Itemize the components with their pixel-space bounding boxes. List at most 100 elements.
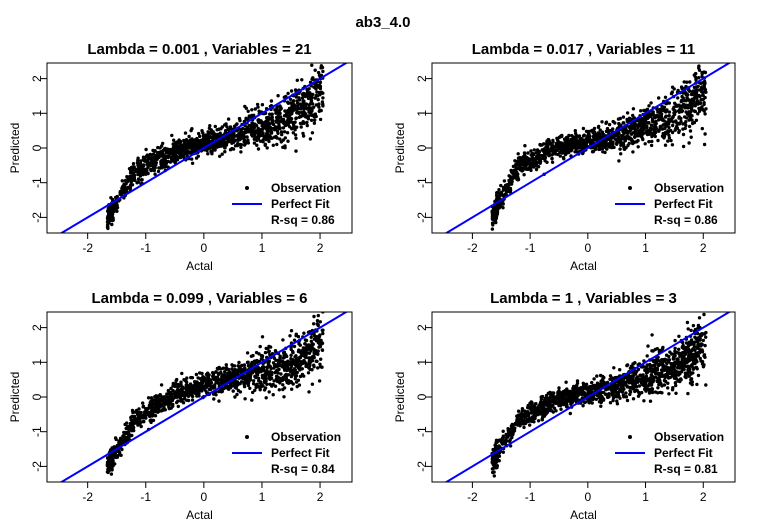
observation-points: [105, 312, 325, 476]
observation-point: [516, 160, 520, 164]
observation-point: [275, 115, 279, 120]
observation-point: [573, 139, 577, 143]
observation-point: [293, 355, 297, 359]
observation-point: [501, 185, 506, 190]
observation-point: [150, 408, 154, 413]
observation-point: [502, 179, 507, 183]
observation-point: [530, 156, 534, 160]
observation-point: [692, 85, 697, 90]
observation-point: [702, 142, 707, 147]
observation-point: [184, 150, 188, 155]
observation-point: [684, 103, 688, 107]
observation-point: [230, 367, 234, 371]
observation-point: [195, 380, 199, 384]
observation-point: [155, 157, 159, 161]
observation-point: [671, 123, 675, 128]
observation-point: [187, 134, 191, 139]
observation-point: [251, 390, 255, 395]
observation-point: [608, 129, 612, 133]
observation-point: [615, 402, 620, 406]
observation-point: [162, 159, 166, 164]
observation-point: [132, 414, 137, 419]
observation-point: [315, 319, 320, 323]
observation-point: [535, 148, 540, 152]
observation-point: [215, 128, 219, 132]
observation-point: [149, 414, 153, 418]
observation-point: [504, 187, 508, 191]
observation-point: [575, 381, 580, 385]
observation-point: [156, 169, 161, 174]
observation-point: [694, 78, 698, 82]
observation-point: [312, 105, 316, 109]
observation-point: [498, 203, 503, 207]
observation-point: [501, 450, 505, 454]
observation-point: [270, 112, 274, 117]
observation-point: [282, 130, 287, 134]
observation-point: [307, 110, 311, 114]
observation-point: [250, 128, 255, 132]
observation-point: [663, 95, 668, 100]
observation-point: [700, 126, 704, 131]
observation-point: [220, 125, 224, 129]
observation-point: [139, 159, 143, 163]
observation-point: [532, 160, 536, 165]
observation-point: [637, 133, 641, 138]
observation-point: [119, 453, 123, 457]
observation-point: [528, 423, 532, 427]
observation-point: [298, 368, 302, 372]
observation-point: [540, 418, 544, 422]
observation-point: [676, 109, 681, 113]
observation-point: [688, 115, 693, 120]
observation-point: [280, 132, 284, 137]
observation-point: [320, 328, 324, 332]
observation-point: [667, 125, 671, 130]
observation-point: [547, 140, 552, 144]
observation-point: [175, 377, 179, 382]
observation-point: [318, 117, 323, 122]
observation-point: [319, 357, 323, 361]
observation-point: [591, 149, 595, 154]
observation-point: [110, 222, 114, 227]
observation-point: [658, 124, 663, 129]
observation-point: [179, 154, 183, 158]
x-axis-label: Actal: [186, 259, 213, 273]
observation-point: [220, 389, 224, 394]
observation-point: [146, 159, 150, 163]
observation-point: [666, 381, 670, 385]
observation-point: [246, 383, 251, 388]
observation-point: [551, 410, 555, 414]
observation-point: [163, 408, 167, 412]
observation-point: [226, 371, 230, 375]
panel-title: Lambda = 0.099 , Variables = 6: [92, 290, 308, 307]
observation-point: [618, 147, 622, 151]
observation-point: [142, 415, 146, 420]
observation-point: [290, 104, 294, 109]
observation-point: [143, 158, 147, 163]
observation-point: [301, 134, 306, 138]
observation-point: [133, 420, 137, 425]
observation-points: [490, 312, 708, 478]
observation-point: [660, 127, 665, 131]
observation-point: [108, 210, 112, 214]
observation-point: [288, 117, 293, 121]
x-tick-label: 2: [700, 241, 707, 255]
observation-point: [241, 135, 245, 139]
observation-point: [265, 371, 269, 376]
observation-point: [269, 367, 273, 371]
observation-point: [602, 139, 606, 143]
observation-point: [146, 396, 151, 400]
panel-title: Lambda = 1 , Variables = 3: [490, 290, 677, 307]
panel-4: Lambda = 1 , Variables = 3-2 -1 0 1 2-2-1012…: [393, 290, 736, 522]
observation-point: [281, 126, 286, 130]
observation-point: [190, 161, 195, 165]
observation-point: [643, 108, 647, 113]
observation-point: [636, 129, 640, 133]
observation-point: [275, 365, 279, 369]
observation-point: [168, 160, 173, 164]
observation-point: [682, 80, 686, 84]
observation-point: [244, 106, 248, 111]
panel-1: Lambda = 0.001 , Variables = 21-2 -1 0 1 2-2…: [8, 41, 353, 273]
y-tick-label: -2: [30, 212, 44, 223]
observation-point: [277, 388, 281, 392]
observation-point: [600, 120, 604, 124]
